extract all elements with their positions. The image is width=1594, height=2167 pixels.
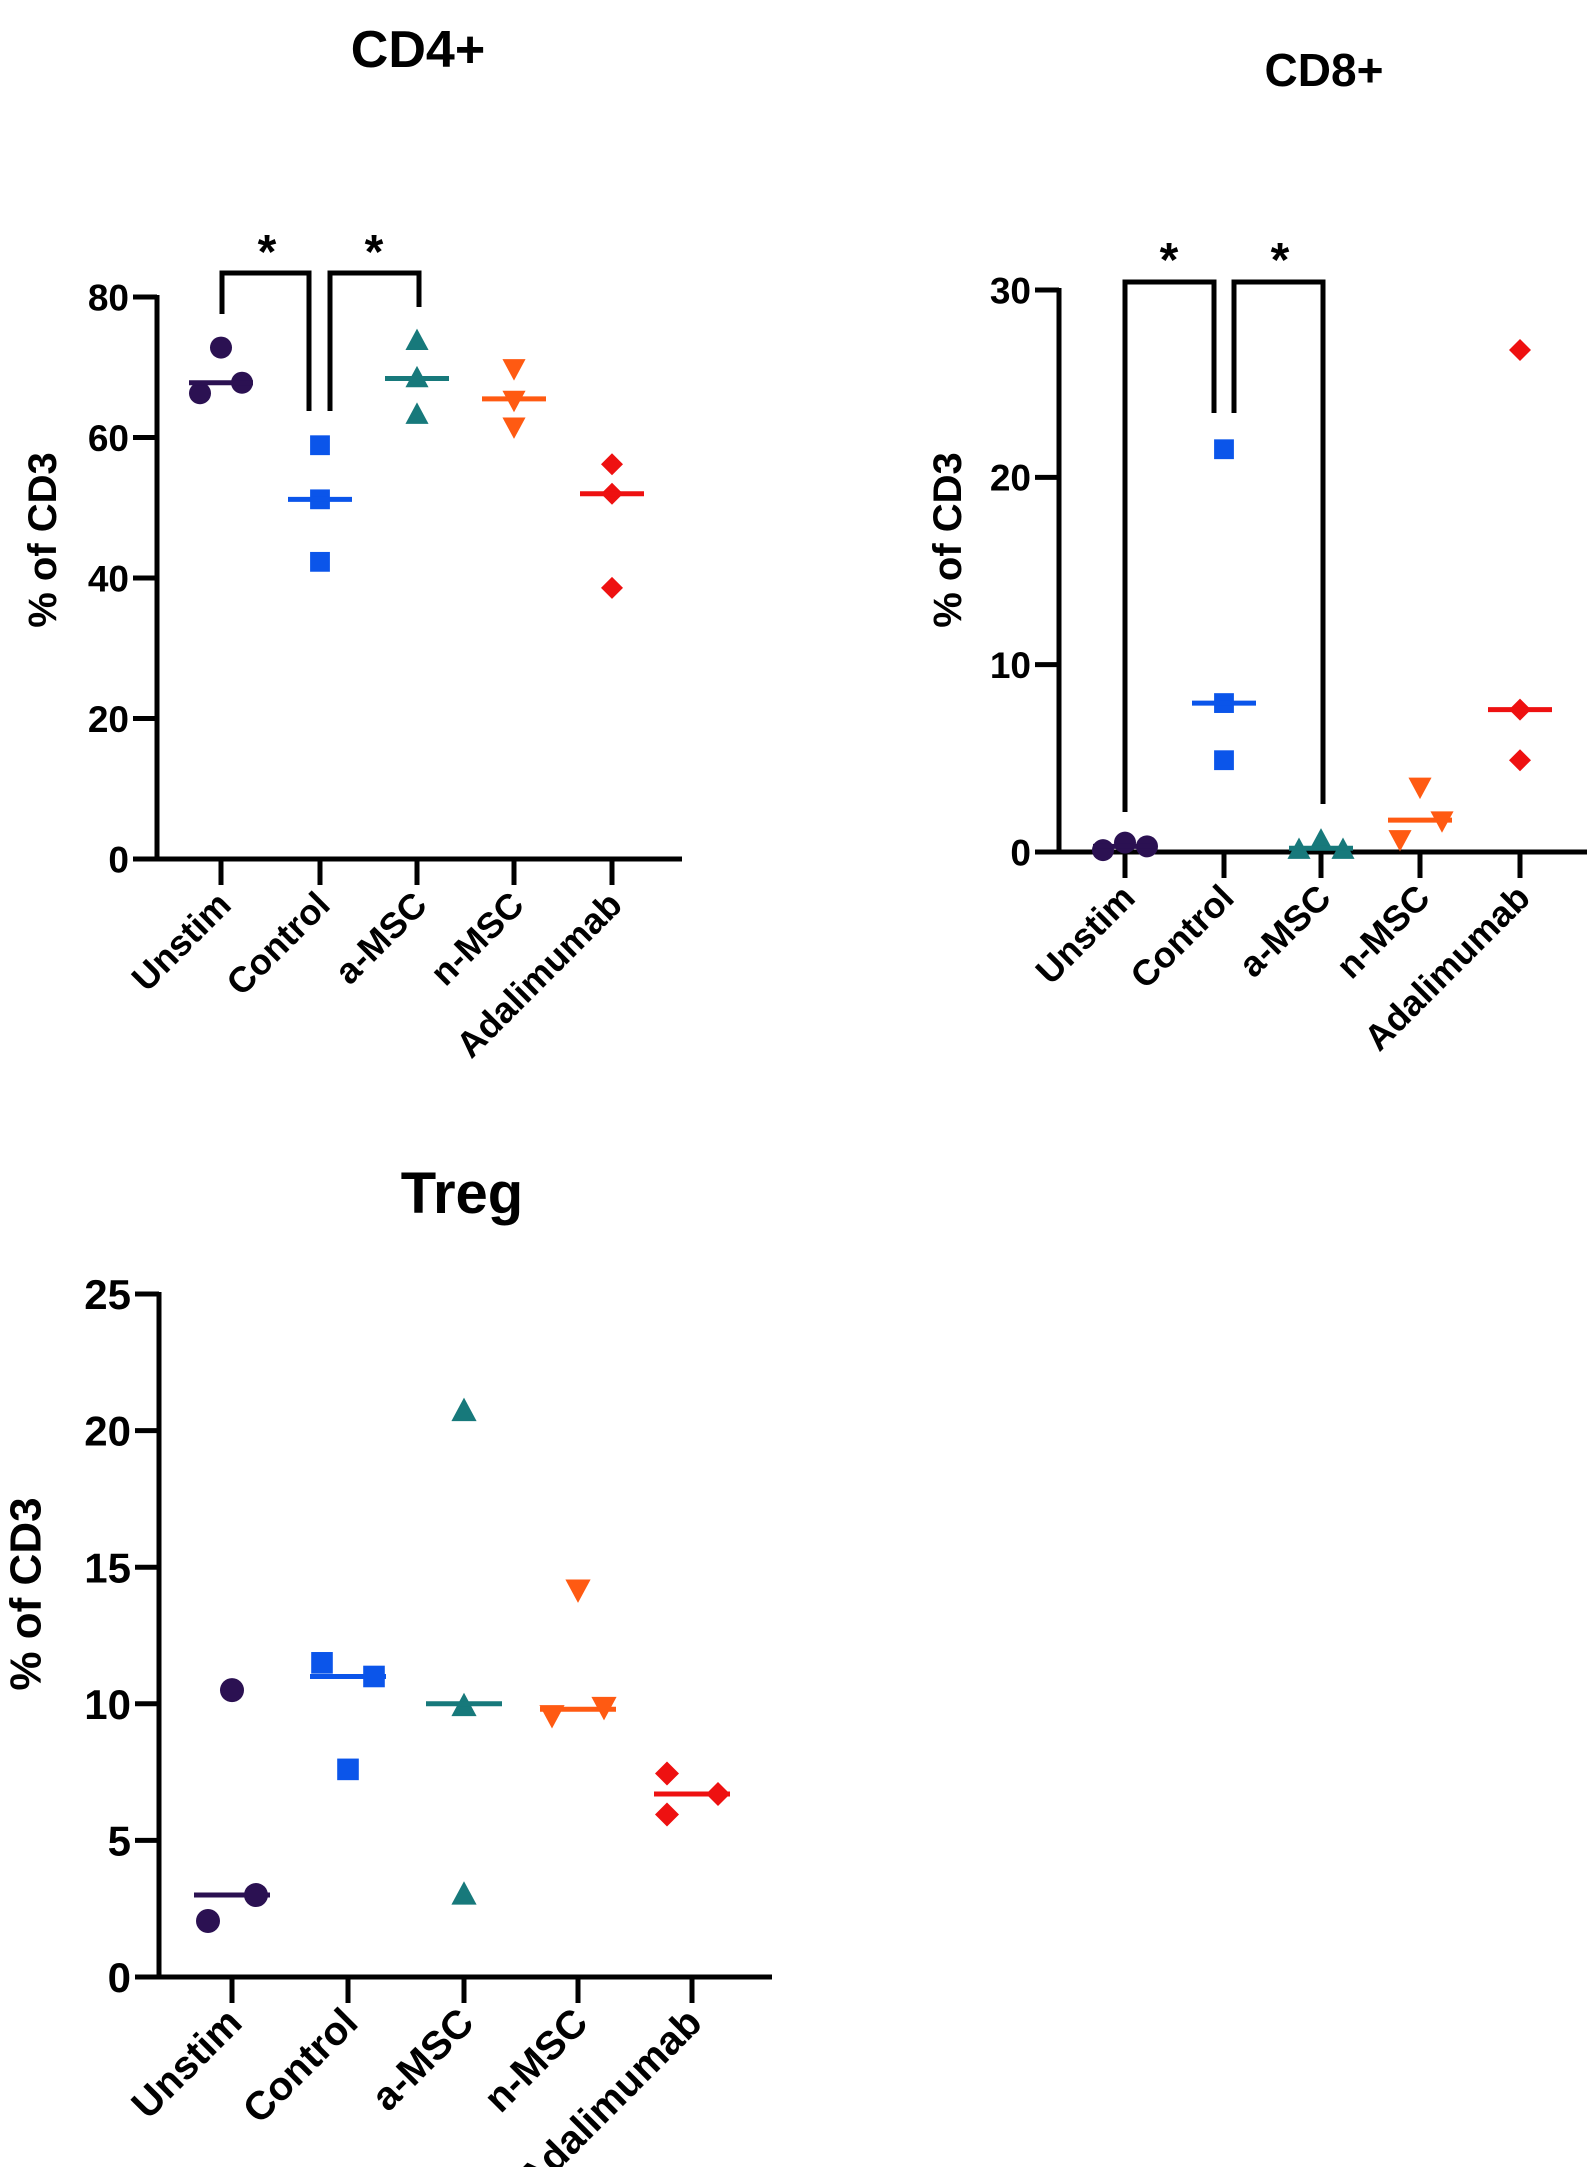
x-tick-label: Unstim [123,2000,250,2127]
series-adalimumab [654,1761,730,1827]
data-point [502,359,526,381]
y-tick-label: 5 [108,1818,131,1865]
x-tick-label: Control [218,884,337,1003]
data-point [451,1397,477,1422]
data-point [196,1908,220,1933]
y-tick-label: 30 [990,270,1031,311]
x-tick-label: a-MSC [363,2000,482,2119]
y-tick-label: 0 [108,839,129,880]
data-point [337,1758,359,1781]
data-point [565,1579,591,1603]
data-point [1509,338,1531,361]
data-point [310,435,330,456]
y-axis-label: % of CD3 [926,452,970,628]
data-point [311,1652,333,1674]
series-adalimumab [1488,338,1552,772]
data-point [220,1678,244,1703]
series-unstim [189,336,253,405]
data-point [310,551,330,572]
significance-bracket [219,270,312,411]
data-point [1309,828,1333,850]
x-tick-label: Unstim [1027,877,1142,992]
x-tick-label: Control [235,2000,367,2132]
chart-title: CD4+ [351,21,485,79]
data-point [655,1802,679,1827]
y-tick-label: 60 [88,418,129,459]
series-a-msc [426,1397,502,1905]
data-point [502,390,526,413]
y-axis-label: % of CD3 [1,1497,50,1690]
y-tick-label: 40 [88,558,129,599]
data-point [1408,777,1432,800]
chart-treg: Treg 0 5 10 15 20 25 % of CD3 UnstimControla-MSC… [1,1161,772,2167]
y-tick-label: 25 [84,1271,131,1318]
data-point [601,453,623,476]
data-point [405,328,429,351]
data-point [1114,831,1136,854]
series-a-msc [385,328,449,424]
y-axis-label: % of CD3 [21,452,65,628]
y-tick-label: 0 [1010,832,1031,873]
data-point [451,1881,477,1905]
x-tick-label: a-MSC [326,884,434,992]
data-point [1388,830,1412,852]
y-tick-label: 20 [84,1408,131,1455]
series-n-msc [1388,777,1454,852]
significance-bracket [327,270,422,411]
data-point [1214,750,1234,771]
data-point [655,1761,679,1786]
x-tick-label: a-MSC [1230,877,1338,985]
data-point [210,336,232,359]
data-point [189,382,211,405]
x-tick-label: Control [1122,877,1241,996]
significance-star: * [1271,234,1290,287]
y-tick-label: 20 [88,699,129,740]
y-tick-label: 80 [88,277,129,318]
data-point [1214,439,1234,460]
data-point [502,417,526,439]
series-n-msc [482,359,546,439]
series-unstim [1092,831,1158,862]
chart-title: Treg [401,1161,524,1226]
series-a-msc [1287,828,1355,859]
data-point [601,576,623,599]
series-control [1192,439,1256,771]
y-tick-label: 0 [108,1954,131,2001]
series-control [310,1652,386,1781]
significance-star: * [1160,234,1179,287]
data-point [1509,749,1531,772]
y-tick-label: 15 [84,1544,131,1591]
significance-bracket [1122,279,1217,812]
y-tick-label: 20 [990,458,1031,499]
significance-bracket [1231,279,1326,804]
series-adalimumab [580,453,644,599]
data-point [405,402,429,424]
significance-star: * [365,226,384,279]
significance-star: * [258,226,277,279]
y-tick-label: 10 [84,1681,131,1728]
series-unstim [194,1678,270,1933]
series-control [288,435,352,572]
y-tick-label: 10 [990,645,1031,686]
series-n-msc [539,1579,617,1729]
x-tick-label: Unstim [123,884,238,999]
chart-title: CD8+ [1265,44,1384,96]
data-point [1092,839,1114,862]
